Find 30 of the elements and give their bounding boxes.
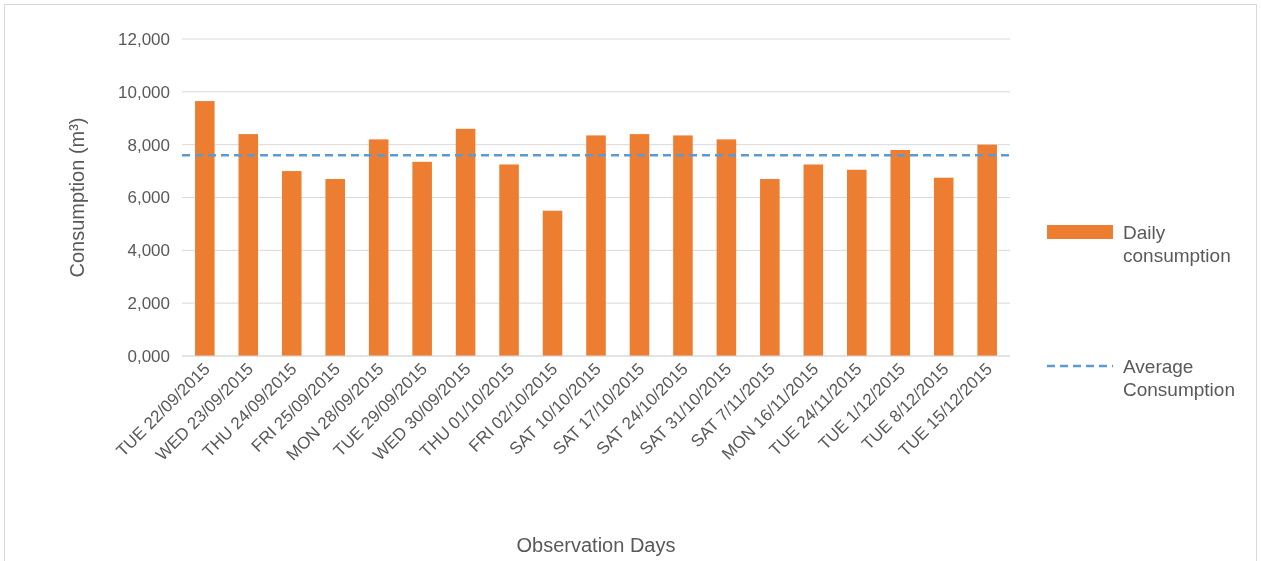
bar — [933, 177, 954, 356]
bar — [281, 171, 302, 356]
y-tick-label: 8,000 — [127, 135, 170, 155]
bar — [325, 179, 345, 356]
bar — [412, 161, 432, 356]
y-tick-label: 12,000 — [118, 29, 170, 49]
bar — [977, 144, 997, 356]
bar — [586, 135, 606, 356]
y-tick-label: 6,000 — [127, 188, 170, 208]
bar — [499, 164, 519, 356]
y-tick-label: 0,000 — [127, 346, 170, 366]
y-axis-title: Consumption (m³) — [66, 117, 88, 278]
bar — [890, 149, 911, 356]
bar — [542, 210, 563, 356]
bar — [803, 164, 824, 356]
bar — [673, 135, 693, 356]
y-tick-label: 2,000 — [127, 294, 170, 314]
bar — [847, 169, 867, 356]
bar — [195, 101, 215, 356]
bar — [368, 139, 389, 356]
legend-label: Average Consumption — [1123, 355, 1235, 401]
bar — [716, 139, 737, 356]
bar — [238, 134, 259, 356]
legend-label: Daily consumption — [1123, 221, 1231, 267]
bar — [760, 179, 780, 356]
y-tick-label: 10,000 — [118, 82, 170, 102]
bar — [629, 134, 650, 356]
y-tick-label: 4,000 — [127, 241, 170, 261]
x-axis-title: Observation Days — [516, 534, 676, 556]
bar — [455, 128, 476, 356]
